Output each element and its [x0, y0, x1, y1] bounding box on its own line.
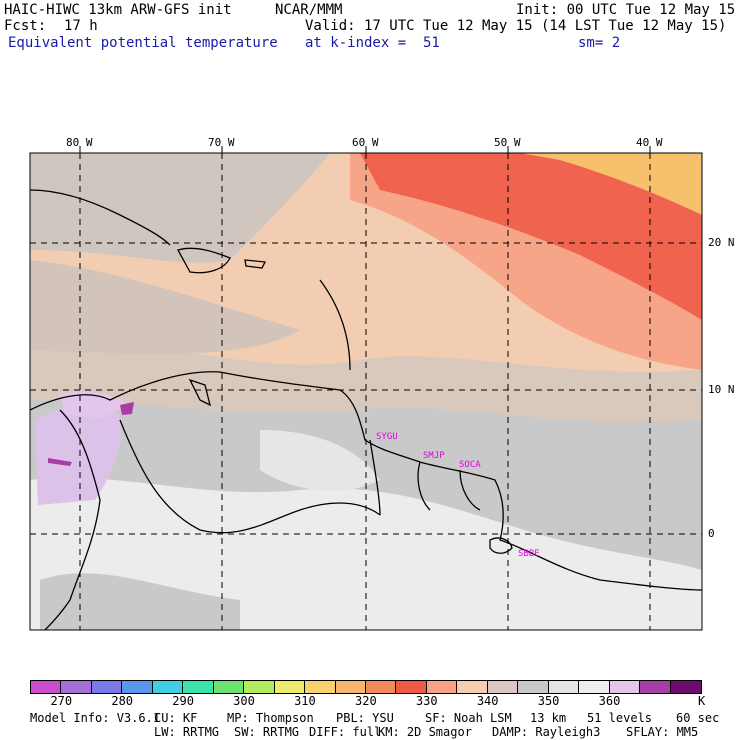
- valid-time: Valid: 17 UTC Tue 12 May 15 (14 LST Tue …: [305, 18, 727, 34]
- station-soca: SOCA: [459, 460, 481, 470]
- footer-km: KM: 2D Smagor: [378, 725, 472, 739]
- colorbar-swatch: [212, 680, 245, 694]
- lon-label-60w: 60 W: [352, 136, 379, 149]
- footer-diff: DIFF: full: [309, 725, 382, 739]
- colorbar-swatch: [517, 680, 549, 694]
- suriname-border: [417, 461, 431, 511]
- colorbar-swatch: [365, 680, 397, 694]
- central-america-coast: [44, 409, 101, 630]
- forecast-label: Fcst:: [4, 18, 47, 34]
- colorbar-swatch: [243, 680, 275, 694]
- footer-cu: CU: KF: [154, 711, 198, 725]
- colorbar-swatch: [578, 680, 610, 694]
- colorbar-tick-label: 280: [111, 694, 134, 708]
- model-title: HAIC-HIWC 13km ARW-GFS init: [4, 2, 232, 18]
- footer-damp: DAMP: Rayleigh3: [492, 725, 601, 739]
- colorbar-tick-label: 300: [233, 694, 255, 708]
- init-time: Init: 00 UTC Tue 12 May 15: [516, 2, 736, 18]
- venezuela-border: [119, 419, 381, 534]
- colorbar-tick-label: 360: [598, 694, 621, 708]
- station-sbbe: SBBE: [518, 549, 540, 559]
- graticule: [30, 153, 702, 630]
- colorbar-tick-label: 330: [415, 694, 438, 708]
- footer-sw: SW: RRTMG: [234, 725, 300, 739]
- colorbar-swatch: [334, 680, 366, 694]
- lon-label-80w: 80 W: [66, 136, 93, 149]
- lesser-antilles: [319, 279, 351, 371]
- colorbar-swatch: [547, 680, 580, 694]
- colorbar-unit: K: [698, 694, 706, 708]
- colorbar-swatch: [395, 680, 427, 694]
- lon-label-40w: 40 W: [636, 136, 663, 149]
- colorbar-swatch: [669, 680, 702, 694]
- colorbar-swatch: [425, 680, 458, 694]
- lat-label-20n: 20 N: [708, 236, 735, 249]
- lat-label-10n: 10 N: [708, 383, 735, 396]
- footer-res: 13 km: [530, 711, 567, 725]
- colorbar-swatch: [90, 680, 123, 694]
- colorbar-tick-label: 320: [355, 694, 377, 708]
- colorbar-swatch: [273, 680, 306, 694]
- cuba-coast: [30, 189, 171, 246]
- colorbar-tick-label: 270: [50, 694, 73, 708]
- org-label: NCAR/MMM: [275, 2, 343, 18]
- south-america-coast: [30, 371, 702, 591]
- smoothing-label: sm= 2: [578, 35, 621, 51]
- colorbar-swatch: [182, 680, 214, 694]
- colorbar-swatch: [456, 680, 488, 694]
- footer-mp: MP: Thompson: [227, 711, 314, 725]
- field-name: Equivalent potential temperature: [8, 35, 278, 51]
- forecast-hour: 17 h: [64, 18, 98, 34]
- station-smjp: SMJP: [423, 451, 445, 461]
- footer-lw: LW: RRTMG: [154, 725, 220, 739]
- footer-sflay: SFLAY: MM5: [626, 725, 699, 739]
- french-guiana-border: [459, 469, 481, 511]
- footer-sf: SF: Noah LSM: [425, 711, 512, 725]
- level-label: at k-index = 51: [305, 35, 440, 51]
- footer-pbl: PBL: YSU: [336, 711, 394, 725]
- colorbar-tick-label: 350: [537, 694, 560, 708]
- coastlines: [30, 189, 702, 630]
- guyana-border: [369, 439, 381, 516]
- colorbar-swatch: [608, 680, 641, 694]
- colorbar-swatch: [151, 680, 184, 694]
- colorbar-swatch: [30, 680, 62, 694]
- colorbar-swatch: [486, 680, 519, 694]
- colorbar-tick-label: 340: [476, 694, 499, 708]
- colorbar-tick-label: 290: [172, 694, 194, 708]
- colorbar-swatch: [121, 680, 153, 694]
- lon-label-70w: 70 W: [208, 136, 235, 149]
- colorbar-swatch: [304, 680, 336, 694]
- lat-label-eq: 0: [708, 527, 715, 540]
- footer-model-info: Model Info: V3.6.1: [30, 711, 161, 725]
- colorbar-swatch: [60, 680, 92, 694]
- footer-dt: 60 sec: [676, 711, 720, 725]
- marajo-island: [489, 537, 513, 554]
- lake-maracaibo: [188, 378, 211, 407]
- hispaniola-coast: [177, 247, 231, 274]
- station-sygu: SYGU: [376, 432, 398, 442]
- puerto-rico-coast: [244, 259, 267, 269]
- colorbar-tick-label: 310: [294, 694, 316, 708]
- colorbar-swatch: [639, 680, 671, 694]
- footer-levels: 51 levels: [587, 711, 653, 725]
- lon-label-50w: 50 W: [494, 136, 521, 149]
